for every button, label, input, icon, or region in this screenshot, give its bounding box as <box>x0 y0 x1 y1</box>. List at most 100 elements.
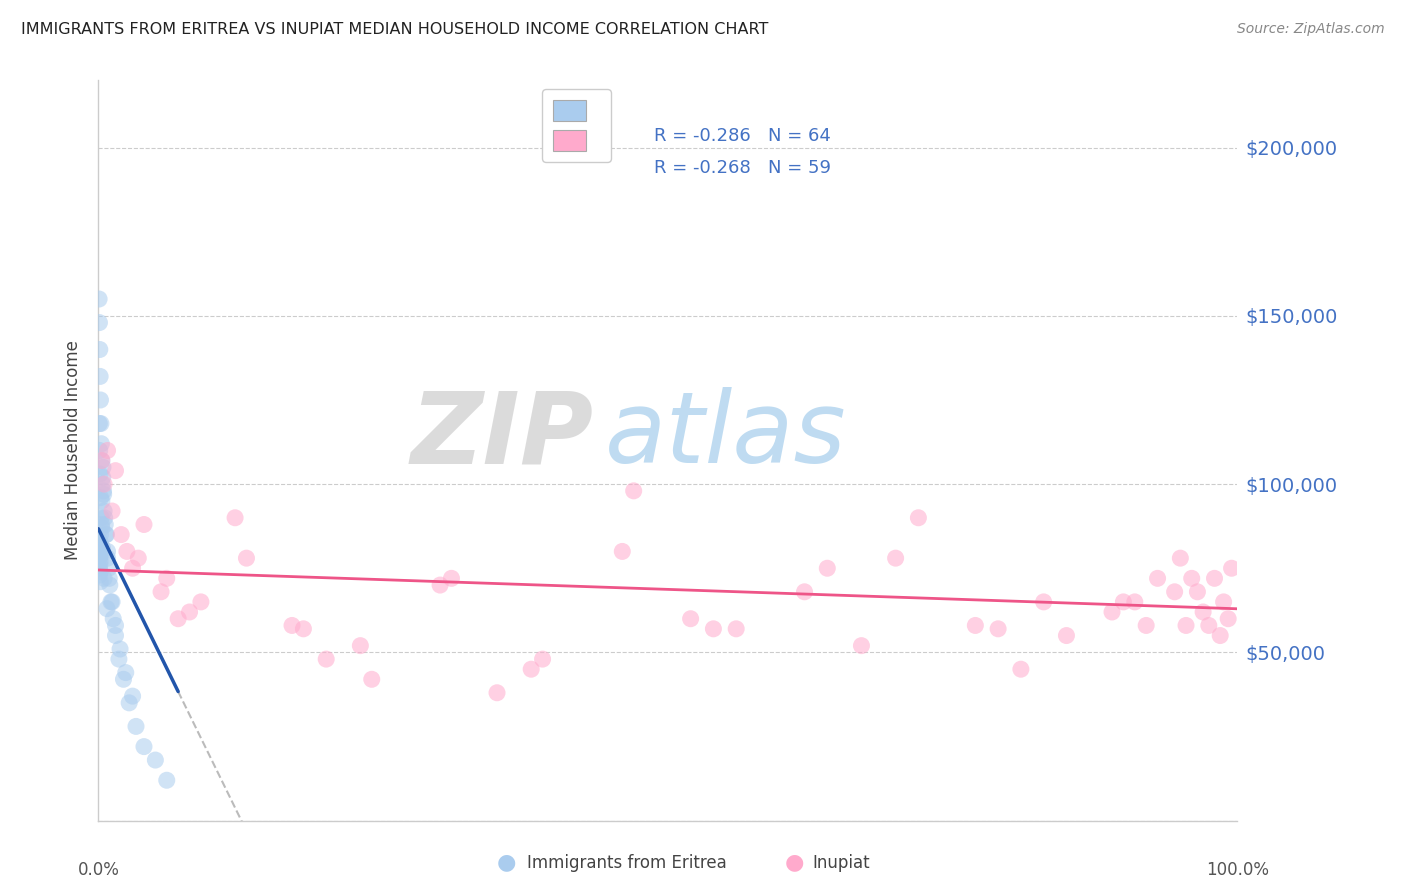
Point <box>1198 618 1220 632</box>
Point <box>440 571 463 585</box>
Point <box>91 470 114 484</box>
Point <box>118 696 141 710</box>
Point <box>96 443 118 458</box>
Point <box>89 392 111 407</box>
Point <box>89 555 111 569</box>
Point <box>97 561 120 575</box>
Point <box>100 595 122 609</box>
Text: ●: ● <box>496 853 516 872</box>
Point <box>623 483 645 498</box>
Point <box>90 521 112 535</box>
Point <box>94 527 117 541</box>
Point <box>150 584 173 599</box>
Point <box>486 686 509 700</box>
Point <box>349 639 371 653</box>
Point <box>90 491 112 505</box>
Point <box>851 639 873 653</box>
Text: R = -0.286   N = 64: R = -0.286 N = 64 <box>654 128 831 145</box>
Point <box>429 578 451 592</box>
Point <box>89 443 111 458</box>
Point <box>89 417 111 431</box>
Point <box>89 534 111 549</box>
Point <box>98 571 121 585</box>
Text: 0.0%: 0.0% <box>77 862 120 880</box>
Point <box>91 460 114 475</box>
Point <box>612 544 634 558</box>
Point <box>360 673 382 687</box>
Point <box>156 571 179 585</box>
Y-axis label: Median Household Income: Median Household Income <box>65 341 83 560</box>
Point <box>90 453 112 467</box>
Text: Inupiat: Inupiat <box>813 855 870 872</box>
Point <box>1218 612 1240 626</box>
Point <box>1192 605 1215 619</box>
Point <box>90 538 112 552</box>
Point <box>315 652 337 666</box>
Point <box>89 574 111 589</box>
Point <box>90 510 112 524</box>
Point <box>167 612 190 626</box>
Point <box>1032 595 1054 609</box>
Point <box>1163 584 1185 599</box>
Point <box>884 551 907 566</box>
Text: R = -0.268   N = 59: R = -0.268 N = 59 <box>654 159 831 178</box>
Point <box>1187 584 1209 599</box>
Point <box>89 565 111 579</box>
Point <box>91 477 114 491</box>
Point <box>90 548 112 562</box>
Point <box>87 544 110 558</box>
Legend: , : , <box>543 89 612 161</box>
Point <box>108 642 131 657</box>
Text: IMMIGRANTS FROM ERITREA VS INUPIAT MEDIAN HOUSEHOLD INCOME CORRELATION CHART: IMMIGRANTS FROM ERITREA VS INUPIAT MEDIA… <box>21 22 769 37</box>
Point <box>156 773 179 788</box>
Point <box>1212 595 1234 609</box>
Point <box>1170 551 1192 566</box>
Point <box>89 538 111 552</box>
Point <box>93 510 115 524</box>
Point <box>89 561 111 575</box>
Point <box>89 558 111 572</box>
Point <box>104 618 127 632</box>
Point <box>89 548 111 562</box>
Point <box>93 504 115 518</box>
Point <box>108 652 131 666</box>
Point <box>132 517 155 532</box>
Point <box>793 584 815 599</box>
Point <box>725 622 748 636</box>
Point <box>90 417 112 431</box>
Point <box>96 527 118 541</box>
Point <box>89 316 111 330</box>
Text: Immigrants from Eritrea: Immigrants from Eritrea <box>527 855 727 872</box>
Point <box>114 665 136 680</box>
Point <box>90 494 112 508</box>
Text: 100.0%: 100.0% <box>1206 862 1268 880</box>
Point <box>179 605 201 619</box>
Point <box>520 662 543 676</box>
Point <box>89 568 111 582</box>
Point <box>1220 561 1243 575</box>
Point <box>90 436 112 450</box>
Point <box>98 578 121 592</box>
Point <box>89 369 111 384</box>
Point <box>110 527 132 541</box>
Point <box>112 673 135 687</box>
Point <box>121 561 143 575</box>
Point <box>281 618 304 632</box>
Point <box>89 527 111 541</box>
Point <box>292 622 315 636</box>
Text: atlas: atlas <box>605 387 846 484</box>
Point <box>115 544 138 558</box>
Point <box>93 487 115 501</box>
Point <box>96 601 118 615</box>
Point <box>1175 618 1198 632</box>
Point <box>96 551 118 566</box>
Point <box>93 571 115 585</box>
Point <box>1101 605 1123 619</box>
Point <box>679 612 702 626</box>
Point <box>94 517 117 532</box>
Point <box>1056 628 1078 642</box>
Point <box>90 453 112 467</box>
Text: Source: ZipAtlas.com: Source: ZipAtlas.com <box>1237 22 1385 37</box>
Point <box>1135 618 1157 632</box>
Point <box>91 541 114 555</box>
